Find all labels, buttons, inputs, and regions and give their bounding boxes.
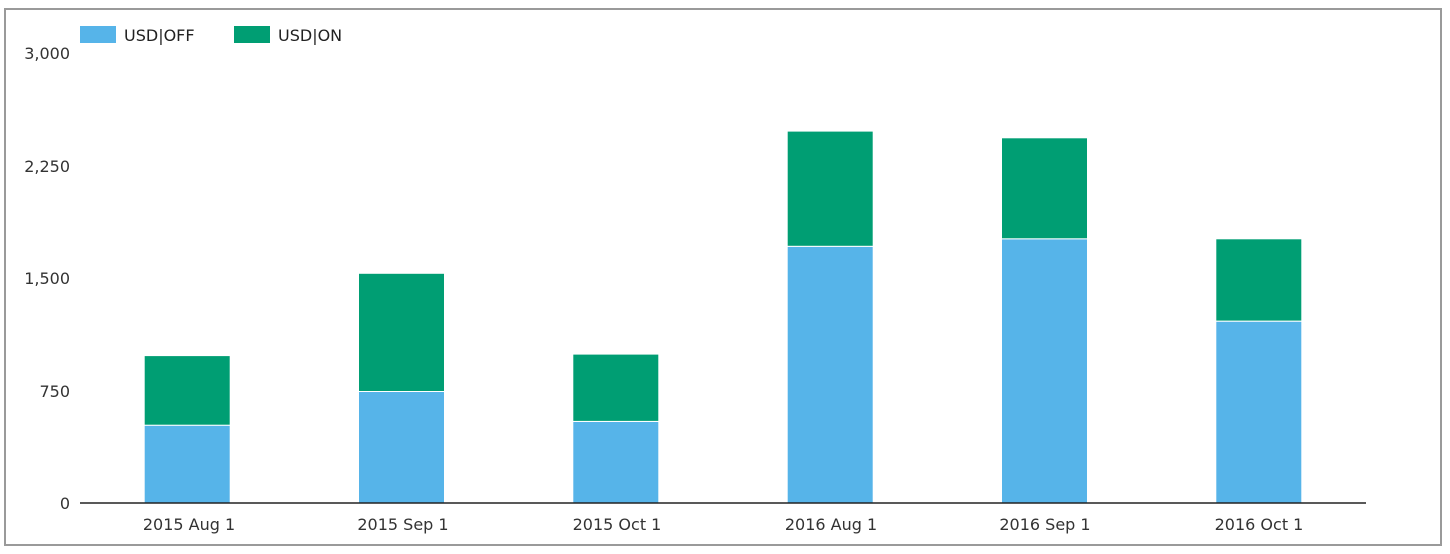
x-tick-label: 2016 Sep 1 <box>999 515 1090 534</box>
x-tick-label: 2015 Aug 1 <box>143 515 235 534</box>
x-axis-tick-labels: 2015 Aug 1 2015 Sep 1 2015 Oct 1 2016 Au… <box>143 515 1304 534</box>
bar-segment-usd-on-2015-aug-1 <box>143 355 231 426</box>
bar-segment-usd-on-2016-sep-1 <box>1001 137 1088 240</box>
bar-segment-usd-off-2016-sep-1 <box>1001 238 1088 504</box>
bars <box>143 130 1303 504</box>
bar-segment-usd-off-2015-sep-1 <box>358 391 445 504</box>
bar-segment-usd-off-2016-aug-1 <box>786 245 874 504</box>
bar-segment-usd-off-2015-oct-1 <box>572 420 660 504</box>
x-tick-label: 2016 Aug 1 <box>785 515 877 534</box>
x-tick-label: 2015 Oct 1 <box>573 515 662 534</box>
legend-label-usd-on: USD|ON <box>278 26 342 45</box>
bar-segment-usd-off-2015-aug-1 <box>143 424 231 504</box>
y-axis-tick-labels: 0 750 1,500 2,250 3,000 <box>24 44 70 513</box>
chart-frame <box>4 8 1442 546</box>
legend-label-usd-off: USD|OFF <box>124 26 195 45</box>
bar-segment-usd-off-2016-oct-1 <box>1215 320 1303 504</box>
bar-segment-usd-on-2016-aug-1 <box>786 130 874 247</box>
legend: USD|OFF USD|ON <box>80 26 342 45</box>
legend-swatch-usd-off <box>80 26 116 43</box>
bar-segment-usd-on-2016-oct-1 <box>1215 238 1303 322</box>
y-tick-label: 2,250 <box>24 157 70 176</box>
x-tick-label: 2016 Oct 1 <box>1215 515 1304 534</box>
legend-swatch-usd-on <box>234 26 270 43</box>
x-tick-label: 2015 Sep 1 <box>357 515 448 534</box>
y-tick-label: 0 <box>60 494 70 513</box>
bar-segment-usd-on-2015-oct-1 <box>572 353 660 422</box>
y-tick-label: 1,500 <box>24 269 70 288</box>
y-tick-label: 750 <box>39 382 70 401</box>
y-tick-label: 3,000 <box>24 44 70 63</box>
bar-segment-usd-on-2015-sep-1 <box>358 272 445 392</box>
